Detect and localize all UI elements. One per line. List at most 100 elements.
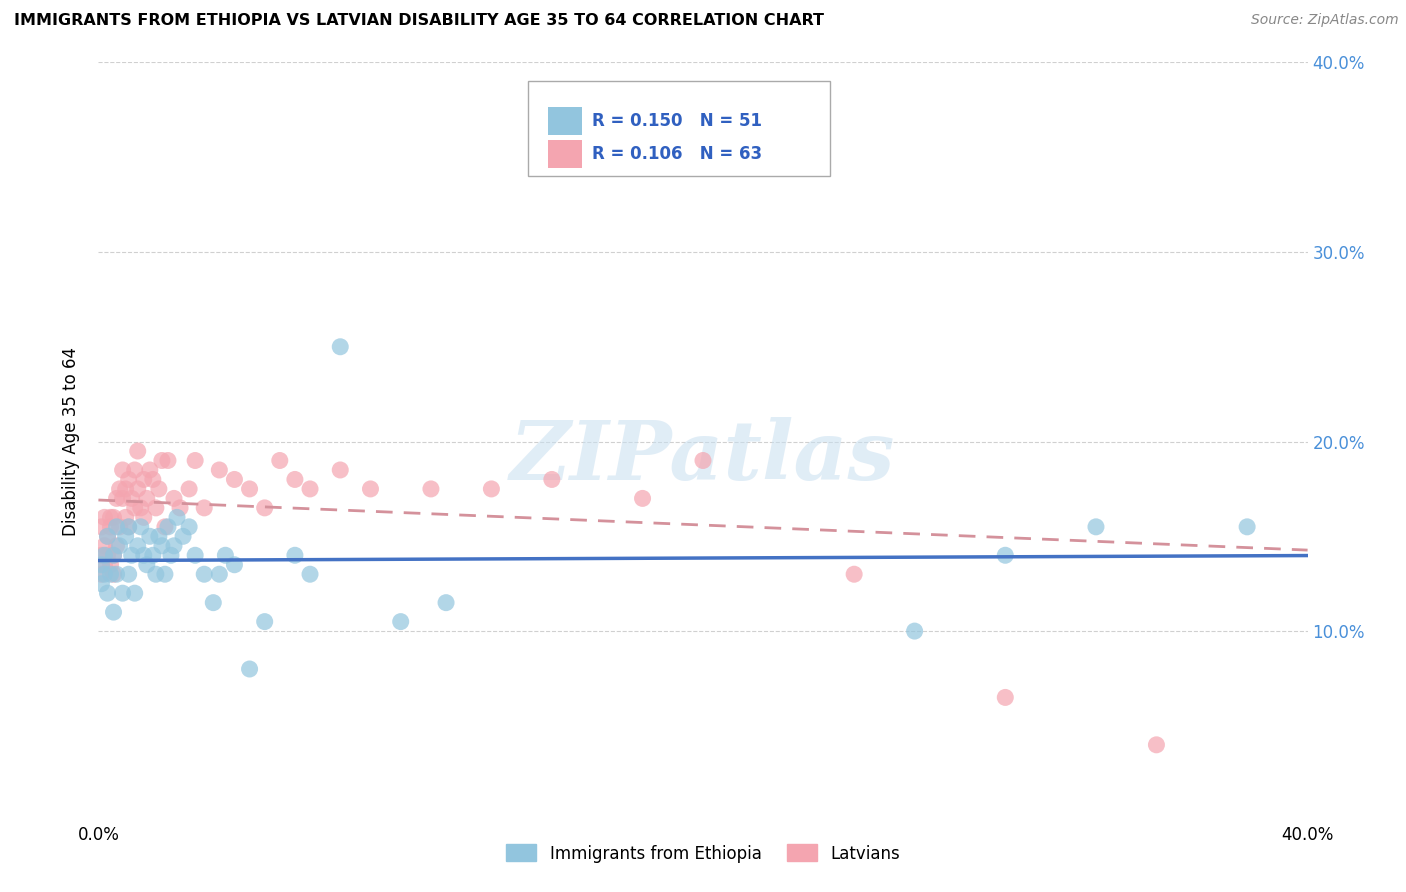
Point [108,520,131,534]
Point [114,529,136,543]
Point [105,520,128,534]
Point [360,482,382,496]
Point [208,567,231,582]
Point [142,548,165,563]
Point [239,662,262,676]
Point [93,548,115,563]
Point [994,548,1017,563]
Point [118,473,141,487]
Point [163,491,186,506]
Point [132,548,155,563]
Point [253,500,276,515]
Text: R = 0.150   N = 51: R = 0.150 N = 51 [592,112,762,130]
Point [118,520,141,534]
Point [239,482,262,496]
Point [96,529,118,543]
Point [224,473,246,487]
Point [90,567,112,582]
Point [150,453,173,467]
Text: ZIPatlas: ZIPatlas [510,417,896,497]
Point [193,500,215,515]
Point [90,576,112,591]
Point [389,615,412,629]
Point [93,567,115,582]
Point [93,539,115,553]
Point [96,548,118,563]
Point [156,520,179,534]
Point [692,453,714,467]
Point [135,491,157,506]
Point [299,567,322,582]
Point [103,548,125,563]
Point [142,473,165,487]
Point [156,453,179,467]
Bar [548,140,582,169]
Point [844,567,866,582]
Point [124,586,146,600]
Point [108,482,131,496]
Point [284,473,307,487]
Point [184,548,207,563]
Point [148,482,170,496]
Point [127,482,149,496]
Point [118,520,141,534]
Y-axis label: Disability Age 35 to 64: Disability Age 35 to 64 [62,347,80,536]
Point [100,567,122,582]
Point [752,150,775,164]
Point [127,539,149,553]
Point [129,500,152,515]
Point [100,558,122,572]
Point [1085,520,1108,534]
Point [90,558,112,572]
Point [100,520,122,534]
Point [224,558,246,572]
Point [121,491,143,506]
Point [111,586,134,600]
Point [202,596,225,610]
Text: IMMIGRANTS FROM ETHIOPIA VS LATVIAN DISABILITY AGE 35 TO 64 CORRELATION CHART: IMMIGRANTS FROM ETHIOPIA VS LATVIAN DISA… [14,13,824,29]
Point [118,567,141,582]
Point [114,510,136,524]
Point [145,567,167,582]
Point [105,567,128,582]
Point [631,491,654,506]
Point [135,558,157,572]
Point [103,567,125,582]
Point [481,482,503,496]
Point [284,548,307,563]
Point [184,453,207,467]
Point [329,463,352,477]
Point [127,444,149,458]
Point [163,539,186,553]
Point [105,491,128,506]
Point [1236,520,1258,534]
Point [103,548,125,563]
Point [90,520,112,534]
Point [269,453,291,467]
Point [150,539,173,553]
Point [253,615,276,629]
Point [193,567,215,582]
Text: R = 0.106   N = 63: R = 0.106 N = 63 [592,145,762,163]
Bar [548,106,582,136]
Point [208,463,231,477]
Point [96,529,118,543]
Point [105,539,128,553]
Point [166,510,188,524]
Point [139,463,162,477]
Point [129,520,152,534]
Point [299,482,322,496]
Point [114,482,136,496]
Point [139,529,162,543]
Point [103,510,125,524]
Point [132,473,155,487]
Point [93,510,115,524]
Point [108,539,131,553]
Point [540,473,562,487]
Point [160,548,183,563]
Text: Source: ZipAtlas.com: Source: ZipAtlas.com [1251,13,1399,28]
Point [329,340,352,354]
Point [434,596,457,610]
Point [90,548,112,563]
Point [179,520,201,534]
